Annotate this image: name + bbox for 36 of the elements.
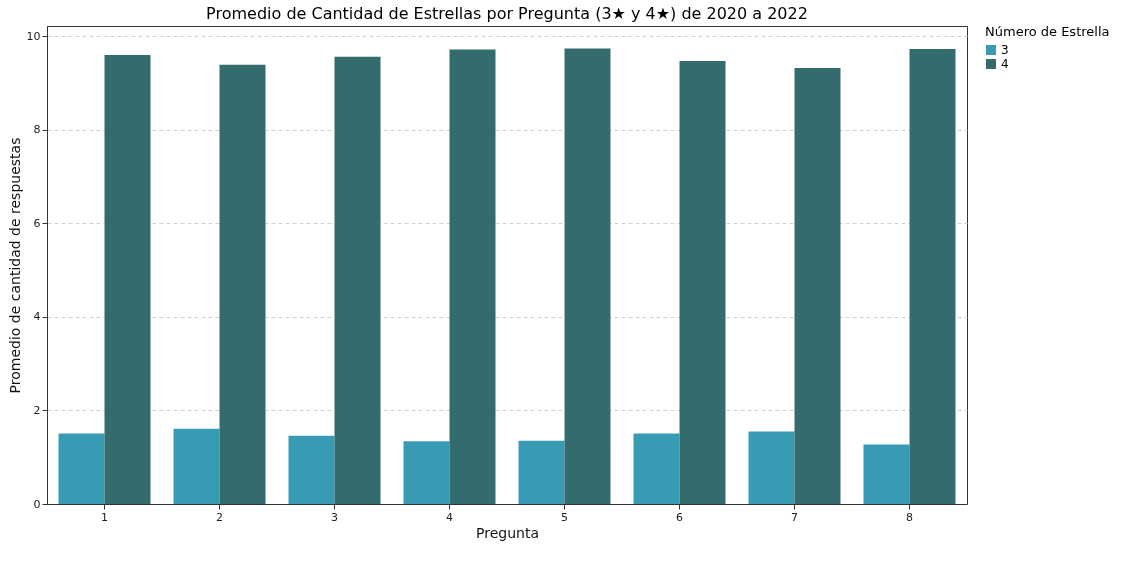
bar [518, 440, 565, 504]
bar [288, 435, 335, 504]
bar [219, 64, 266, 504]
bar [403, 441, 450, 504]
chart-title: Promedio de Cantidad de Estrellas por Pregunta (3★ y 4★) de 2020 a 2022 [206, 4, 808, 23]
bar [633, 433, 680, 504]
x-tick-label: 7 [791, 510, 798, 524]
y-tick-label: 8 [33, 123, 41, 137]
x-axis-title: Pregunta [476, 524, 539, 541]
x-tick-label: 3 [331, 510, 338, 524]
x-tick-label: 4 [446, 510, 453, 524]
bar [794, 68, 841, 504]
y-axis-title: Promedio de cantidad de respuestas [6, 137, 23, 394]
y-tick-label: 6 [33, 216, 41, 230]
bar [564, 48, 611, 504]
x-tick-label: 2 [216, 510, 223, 524]
bar [173, 428, 220, 504]
y-tick-label: 2 [33, 403, 41, 417]
x-tick-label: 8 [906, 510, 913, 524]
y-tick-label: 4 [33, 310, 41, 324]
bar [679, 61, 726, 504]
x-tick-label: 5 [561, 510, 568, 524]
bar [449, 49, 496, 504]
x-tick-label: 6 [676, 510, 683, 524]
y-tick-label: 0 [33, 497, 41, 511]
x-tick-label: 1 [101, 510, 108, 524]
legend-title: Número de Estrella [985, 24, 1110, 39]
legend-label: 4 [1001, 57, 1009, 71]
legend-label: 3 [1001, 43, 1009, 57]
y-tick-label: 10 [26, 29, 41, 43]
bar [104, 55, 151, 504]
bar [863, 444, 910, 504]
bar [748, 431, 795, 504]
bar [58, 433, 105, 504]
bar [909, 48, 956, 504]
bar [334, 56, 381, 504]
